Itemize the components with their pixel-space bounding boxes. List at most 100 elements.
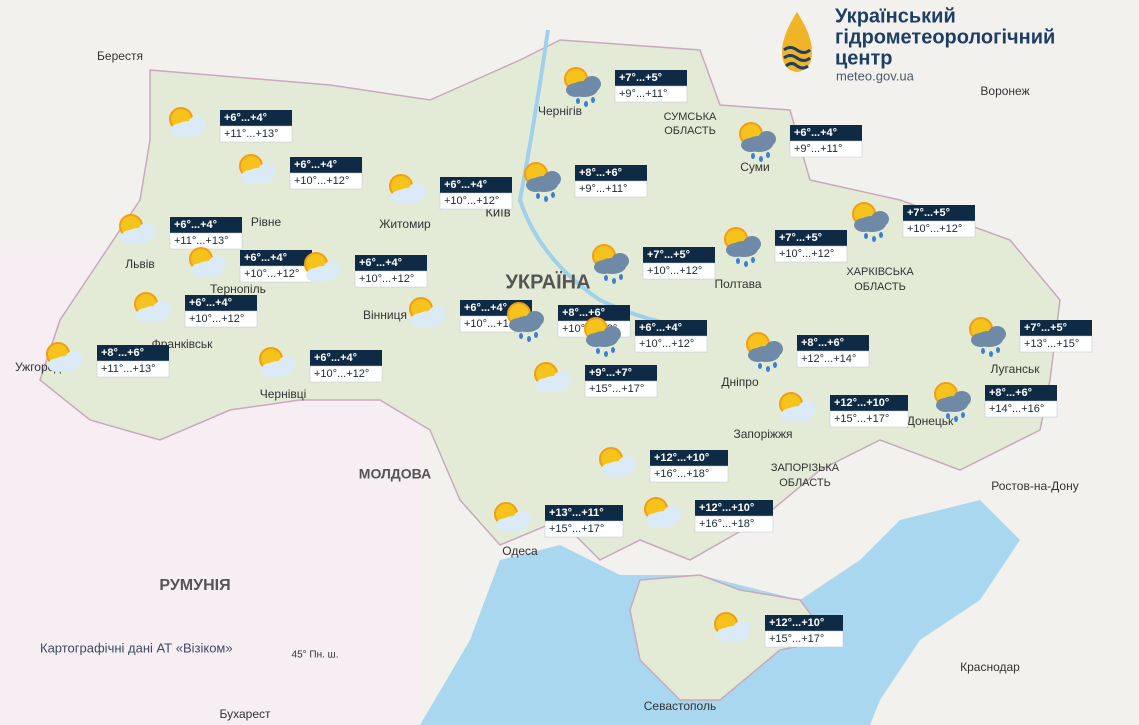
night-box <box>830 395 908 411</box>
cloud <box>936 398 956 412</box>
forecast: +7°...+5° +13°...+15° <box>969 317 1093 357</box>
rain-drop <box>758 363 762 369</box>
day-temp: +16°...+18° <box>654 468 709 480</box>
forecast: +7°...+5° +10°...+12° <box>592 244 716 284</box>
cloud <box>854 218 874 232</box>
place-label: Краснодар <box>960 660 1020 674</box>
cloud <box>191 263 211 277</box>
night-temp: +12°...+10° <box>834 397 889 409</box>
day-temp: +10°...+12° <box>907 223 962 235</box>
day-temp: +9°...+11° <box>619 88 667 100</box>
day-box <box>649 465 729 483</box>
forecast: +6°...+4° +10°...+12° <box>304 252 428 288</box>
night-box <box>545 505 623 521</box>
night-temp: +6°...+4° <box>189 297 232 309</box>
day-box <box>694 515 774 533</box>
logo-title: центр <box>835 47 893 69</box>
night-temp: +6°...+4° <box>314 352 357 364</box>
night-box <box>985 385 1057 401</box>
rain-drop <box>619 274 623 280</box>
night-temp: +13°...+11° <box>549 507 604 519</box>
day-temp: +15°...+17° <box>589 383 644 395</box>
cloud <box>509 318 529 332</box>
place-label: РУМУНІЯ <box>159 577 230 594</box>
cloud <box>65 351 83 367</box>
day-temp: +10°...+12° <box>244 268 299 280</box>
night-box <box>650 450 728 466</box>
cloud <box>153 301 171 317</box>
logo-title: гідрометеорологічний <box>835 26 1055 48</box>
rain-drop <box>954 416 958 422</box>
place-label: Бухарест <box>220 707 271 721</box>
cloud <box>741 138 761 152</box>
place-label: УКРАЇНА <box>505 270 590 293</box>
cloud <box>765 341 783 357</box>
cloud <box>583 76 601 92</box>
rain-drop <box>751 257 755 263</box>
cloud <box>306 268 326 282</box>
night-temp: +8°...+6° <box>579 167 622 179</box>
rain-drop <box>773 362 777 368</box>
place-label: Чернівці <box>260 387 307 401</box>
cloud <box>566 83 586 97</box>
night-box <box>185 295 257 311</box>
cloud <box>526 311 544 327</box>
night-box <box>615 70 687 86</box>
place-label: 45° Пн. ш. <box>292 650 339 661</box>
rain-drop <box>989 351 993 357</box>
day-temp: +11°...+13° <box>224 128 278 140</box>
cloud <box>601 463 621 477</box>
rain-drop <box>766 366 770 372</box>
place-label: МОЛДОВА <box>359 466 431 482</box>
cloud <box>48 358 68 372</box>
day-temp: +10°...+12° <box>294 175 349 187</box>
rain-drop <box>961 412 965 418</box>
cloud <box>536 378 556 392</box>
forecast: +9°...+7° +15°...+17° <box>534 362 658 398</box>
day-box <box>1019 335 1093 353</box>
day-temp: +15°...+17° <box>769 633 824 645</box>
cloud <box>953 391 971 407</box>
cloud <box>716 628 736 642</box>
day-temp: +13°...+15° <box>1024 338 1079 350</box>
cloud <box>781 408 801 422</box>
forecast: +6°...+4° +11°...+13° <box>169 107 293 143</box>
night-temp: +6°...+4° <box>794 127 837 139</box>
night-box <box>643 247 715 263</box>
forecast: +6°...+4° +9°...+11° <box>739 122 863 162</box>
rain-drop <box>879 232 883 238</box>
night-box <box>220 110 292 126</box>
cloud <box>646 513 666 527</box>
forecast: +8°...+6° +9°...+11° <box>524 162 648 202</box>
night-temp: +7°...+5° <box>647 249 690 261</box>
river <box>517 29 701 332</box>
day-temp: +10°...+12° <box>639 338 694 350</box>
night-box <box>240 250 312 266</box>
rain-drop <box>536 193 540 199</box>
day-box <box>439 192 513 210</box>
night-box <box>1020 320 1092 336</box>
night-temp: +12°...+10° <box>699 502 754 514</box>
cloud <box>428 306 446 322</box>
day-box <box>289 172 363 190</box>
night-temp: +8°...+6° <box>562 307 605 319</box>
place-label: Севастополь <box>644 699 716 713</box>
cloud <box>208 256 226 272</box>
night-box <box>355 255 427 271</box>
day-temp: +9°...+11° <box>579 183 627 195</box>
day-box <box>774 245 848 263</box>
cloud <box>971 333 991 347</box>
day-temp: +10°...+12° <box>779 248 834 260</box>
cloud <box>138 223 156 239</box>
cloud <box>594 260 614 274</box>
place-label: Полтава <box>715 277 762 291</box>
day-box <box>764 630 844 648</box>
night-box <box>790 125 862 141</box>
place-label: Ростов-на-Дону <box>991 479 1078 493</box>
day-temp: +10°...+12° <box>647 265 702 277</box>
night-box <box>775 230 847 246</box>
forecast: +12°...+10° +16°...+18° <box>599 447 729 483</box>
night-temp: +8°...+6° <box>801 337 844 349</box>
forecast: +6°...+4° +10°...+12° <box>239 154 363 190</box>
day-temp: +12°...+14° <box>801 353 856 365</box>
